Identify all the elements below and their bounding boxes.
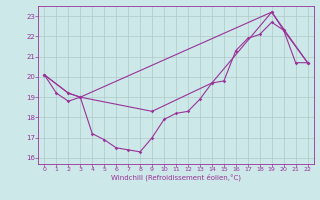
- X-axis label: Windchill (Refroidissement éolien,°C): Windchill (Refroidissement éolien,°C): [111, 174, 241, 181]
